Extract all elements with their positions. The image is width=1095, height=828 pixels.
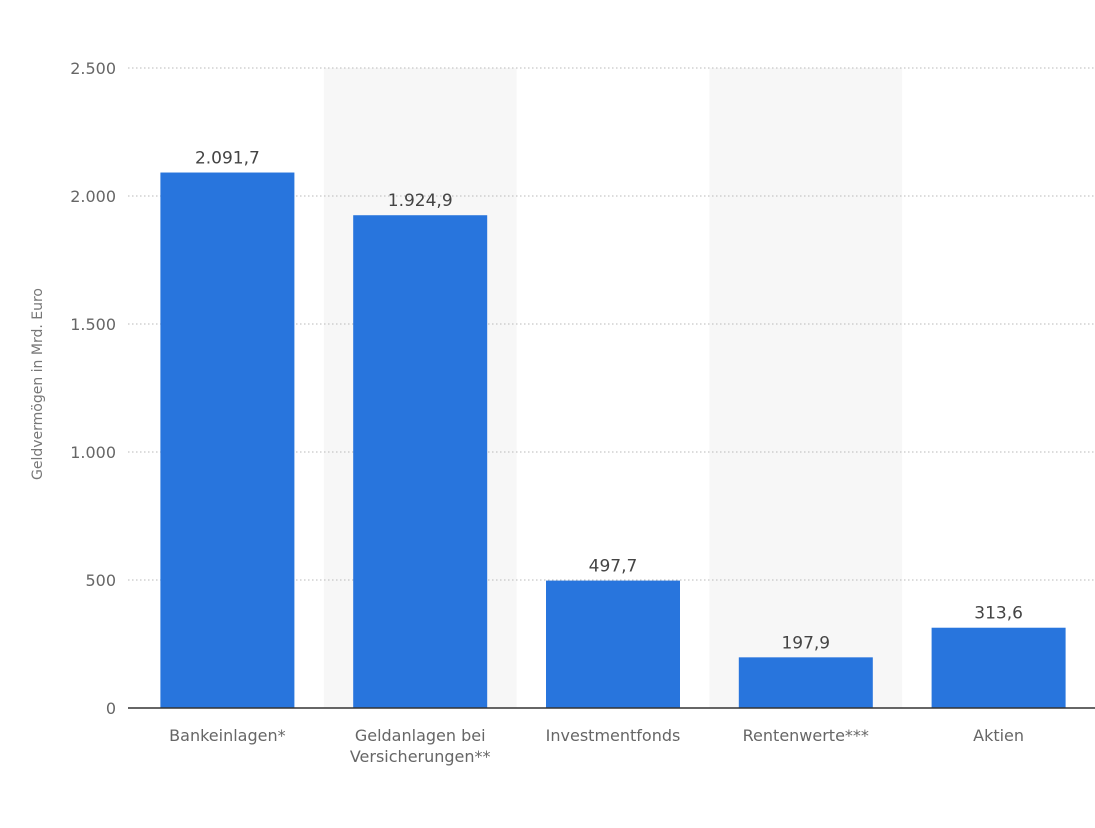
x-tick-label: Aktien <box>973 726 1024 745</box>
y-tick-label: 1.000 <box>70 443 116 462</box>
data-label: 497,7 <box>589 557 638 577</box>
x-tick-label: Bankeinlagen* <box>169 726 285 745</box>
x-tick-label: Geldanlagen bei Versicherungen** <box>350 726 491 766</box>
x-axis-labels: Bankeinlagen* Geldanlagen bei Versicherung… <box>169 726 1024 766</box>
background-band <box>709 68 903 708</box>
data-label: 1.924,9 <box>388 191 453 211</box>
bar <box>353 215 488 709</box>
y-tick-label: 2.000 <box>70 187 116 206</box>
bar <box>931 627 1066 708</box>
x-tick-label: Investmentfonds <box>546 726 681 745</box>
y-tick-label: 1.500 <box>70 315 116 334</box>
data-label: 313,6 <box>974 604 1023 624</box>
data-label: 197,9 <box>781 633 830 653</box>
y-axis-ticks: 0 500 1.000 1.500 2.000 2.500 <box>70 59 116 718</box>
bars <box>160 172 1066 709</box>
bar <box>738 657 873 708</box>
x-tick-label: Rentenwerte*** <box>743 726 869 745</box>
y-axis-title: Geldvermögen in Mrd. Euro <box>30 288 46 480</box>
bar <box>160 172 295 709</box>
data-label: 2.091,7 <box>195 149 260 169</box>
y-tick-label: 500 <box>85 571 116 590</box>
y-tick-label: 0 <box>106 699 116 718</box>
y-tick-label: 2.500 <box>70 59 116 78</box>
value-labels: 2.091,7 1.924,9 497,7 197,9 313,6 <box>195 149 1023 654</box>
bar <box>546 580 680 708</box>
